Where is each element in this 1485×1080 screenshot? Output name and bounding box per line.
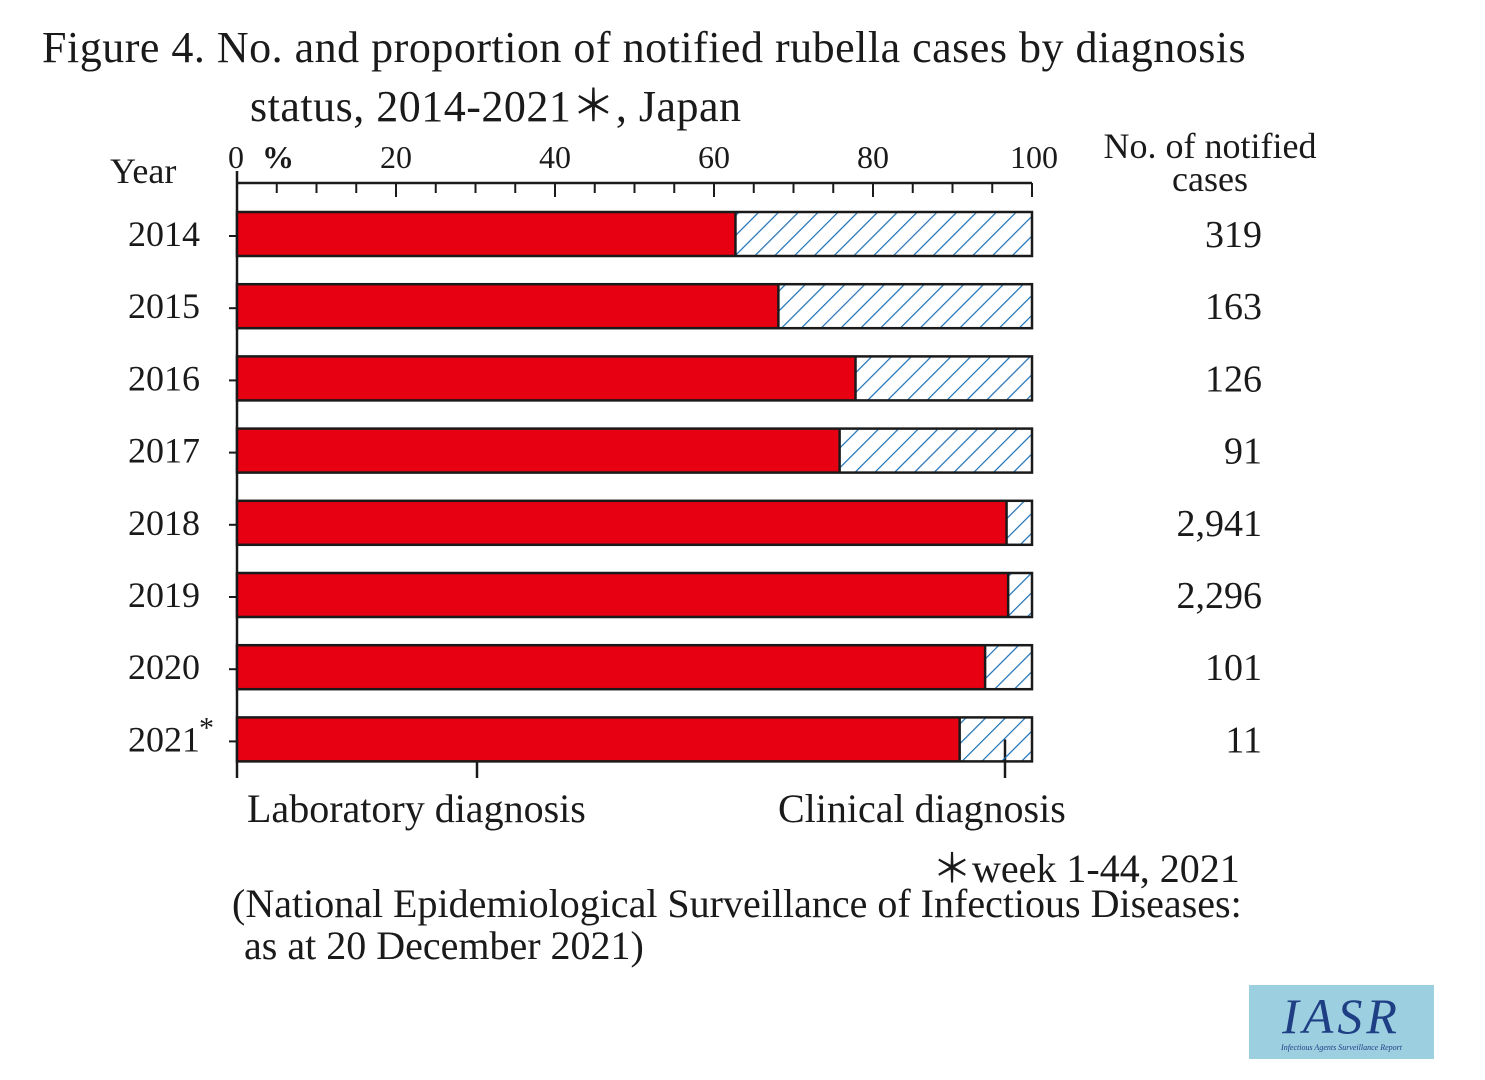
y-category-label: 2021 bbox=[128, 719, 200, 759]
x-tick-label: 0 bbox=[228, 139, 244, 175]
bar-laboratory-diagnosis bbox=[237, 356, 856, 401]
y-category-label: 2018 bbox=[128, 503, 200, 543]
bar-laboratory-diagnosis bbox=[237, 500, 1007, 545]
bar-outline bbox=[235, 210, 1034, 258]
footnote-week: ＊week 1-44, 2021 bbox=[932, 846, 1240, 891]
year-asterisk: * bbox=[199, 711, 214, 744]
bar-clinical-diagnosis bbox=[985, 645, 1032, 690]
y-axis-title: Year bbox=[110, 151, 176, 191]
bar-outline bbox=[235, 355, 1034, 402]
notified-cases-value: 163 bbox=[1205, 286, 1262, 328]
y-category-label: 2017 bbox=[128, 431, 200, 471]
bar-laboratory-diagnosis bbox=[237, 212, 736, 256]
x-tick-label: 100 bbox=[1010, 139, 1058, 175]
cases-column-title-line1: No. of notified bbox=[1104, 126, 1317, 166]
notified-cases-value: 2,296 bbox=[1177, 575, 1263, 617]
x-tick-label: 20 bbox=[380, 139, 412, 175]
x-tick-label: 80 bbox=[857, 139, 889, 175]
notified-cases-value: 2,941 bbox=[1177, 503, 1263, 545]
notified-cases-value: 11 bbox=[1225, 719, 1262, 761]
bar-laboratory-diagnosis bbox=[237, 645, 986, 690]
bar-laboratory-diagnosis bbox=[237, 717, 960, 762]
x-axis-unit-label: % bbox=[262, 139, 294, 175]
bar-laboratory-diagnosis bbox=[237, 428, 840, 473]
notified-cases-value: 319 bbox=[1205, 214, 1262, 256]
bar-outline bbox=[235, 427, 1034, 474]
chart-title-line1: Figure 4. No. and proportion of notified… bbox=[42, 23, 1247, 72]
x-tick-label: 60 bbox=[698, 139, 730, 175]
source-note-line2: as at 20 December 2021) bbox=[244, 923, 644, 968]
legend-laboratory-diagnosis: Laboratory diagnosis bbox=[247, 786, 586, 831]
notified-cases-value: 126 bbox=[1205, 358, 1262, 400]
notified-cases-value: 101 bbox=[1205, 647, 1262, 689]
bar-clinical-diagnosis bbox=[778, 284, 1032, 329]
chart-title-line2: status, 2014-2021＊, Japan bbox=[250, 82, 742, 131]
logo-text: IASR bbox=[1282, 988, 1401, 1044]
bar-clinical-diagnosis bbox=[839, 428, 1032, 473]
bar-clinical-diagnosis bbox=[1006, 500, 1032, 545]
bar-outline bbox=[235, 282, 1034, 330]
notified-cases-value: 91 bbox=[1224, 431, 1262, 473]
bar-clinical-diagnosis bbox=[959, 717, 1032, 762]
bar-clinical-diagnosis bbox=[1008, 573, 1032, 617]
y-category-label: 2014 bbox=[128, 214, 200, 254]
bar-outline bbox=[235, 643, 1034, 691]
bar-clinical-diagnosis bbox=[855, 356, 1032, 401]
y-category-label: 2015 bbox=[128, 286, 200, 326]
y-category-label: 2019 bbox=[128, 575, 200, 615]
cases-column-title-line2: cases bbox=[1172, 159, 1248, 199]
bar-laboratory-diagnosis bbox=[237, 284, 779, 329]
legend-clinical-diagnosis: Clinical diagnosis bbox=[778, 786, 1066, 831]
y-category-label: 2020 bbox=[128, 647, 200, 687]
iasr-logo: IASR Infectious Agents Surveillance Repo… bbox=[1249, 985, 1434, 1059]
y-category-label: 2016 bbox=[128, 358, 200, 398]
logo-subtitle: Infectious Agents Surveillance Report bbox=[1281, 1043, 1402, 1052]
bar-laboratory-diagnosis bbox=[237, 573, 1009, 617]
bar-outline bbox=[235, 571, 1034, 619]
bar-outline bbox=[235, 499, 1034, 547]
bar-outline bbox=[235, 716, 1034, 763]
bar-clinical-diagnosis bbox=[735, 212, 1032, 256]
x-tick-label: 40 bbox=[539, 139, 571, 175]
source-note-line1: (National Epidemiological Surveillance o… bbox=[232, 881, 1242, 926]
